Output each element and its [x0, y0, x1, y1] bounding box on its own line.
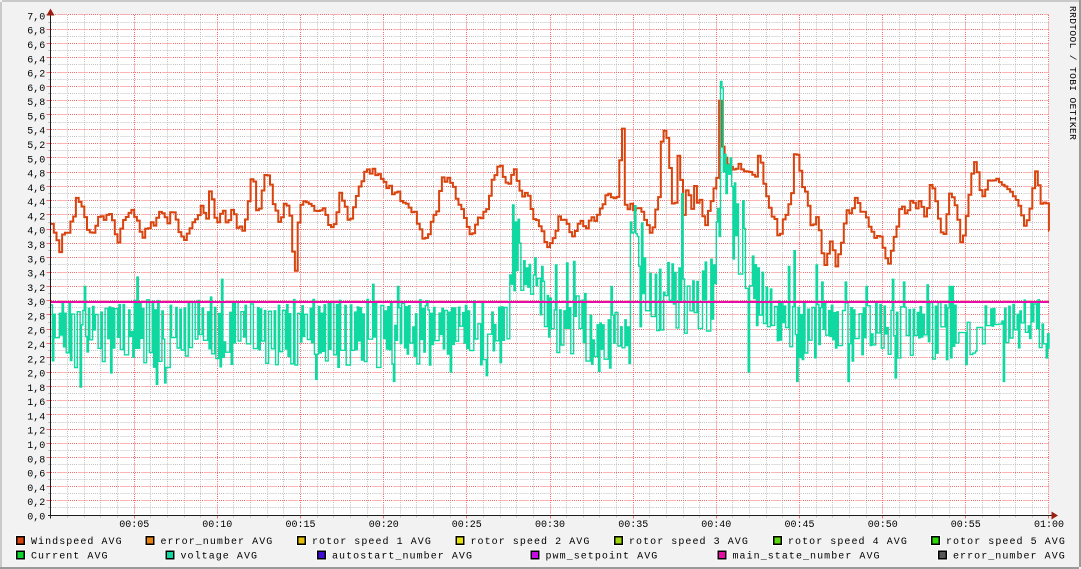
svg-text:0,8: 0,8	[27, 455, 45, 466]
svg-text:00:10: 00:10	[202, 520, 232, 531]
svg-text:2,0: 2,0	[27, 370, 45, 381]
svg-text:00:20: 00:20	[369, 520, 399, 531]
svg-text:5,0: 5,0	[27, 155, 45, 166]
svg-text:1,2: 1,2	[27, 427, 45, 438]
svg-text:rotor speed 3 AVG: rotor speed 3 AVG	[629, 536, 749, 548]
svg-text:pwm_setpoint AVG: pwm_setpoint AVG	[546, 550, 659, 562]
svg-text:4,0: 4,0	[27, 227, 45, 238]
svg-text:0,4: 0,4	[27, 484, 45, 495]
svg-text:01:00: 01:00	[1034, 520, 1064, 531]
svg-text:rotor speed 4 AVG: rotor speed 4 AVG	[788, 536, 908, 548]
svg-text:00:15: 00:15	[285, 520, 315, 531]
svg-text:2,4: 2,4	[27, 341, 45, 352]
svg-text:2,2: 2,2	[27, 355, 45, 366]
svg-text:5,8: 5,8	[27, 98, 45, 109]
svg-text:6,0: 6,0	[27, 84, 45, 95]
svg-text:4,8: 4,8	[27, 170, 45, 181]
svg-text:7,0: 7,0	[27, 12, 45, 23]
svg-text:3,0: 3,0	[27, 298, 45, 309]
svg-text:6,8: 6,8	[27, 27, 45, 38]
svg-text:00:25: 00:25	[452, 520, 482, 531]
svg-text:00:35: 00:35	[618, 520, 648, 531]
svg-text:4,6: 4,6	[27, 184, 45, 195]
svg-text:rotor speed 1 AVG: rotor speed 1 AVG	[312, 536, 432, 548]
svg-text:RRDTOOL / TOBI OETIKER: RRDTOOL / TOBI OETIKER	[1067, 6, 1078, 140]
svg-text:error_number AVG: error_number AVG	[953, 550, 1066, 562]
svg-text:1,0: 1,0	[27, 441, 45, 452]
svg-text:autostart_number AVG: autostart_number AVG	[332, 550, 473, 562]
svg-text:5,4: 5,4	[27, 127, 45, 138]
svg-text:5,2: 5,2	[27, 141, 45, 152]
svg-text:00:45: 00:45	[784, 520, 814, 531]
svg-text:1,6: 1,6	[27, 398, 45, 409]
svg-text:0,0: 0,0	[27, 512, 45, 523]
svg-text:1,4: 1,4	[27, 412, 45, 423]
svg-text:3,6: 3,6	[27, 255, 45, 266]
svg-text:1,8: 1,8	[27, 384, 45, 395]
svg-text:rotor speed 2 AVG: rotor speed 2 AVG	[471, 536, 591, 548]
svg-text:4,2: 4,2	[27, 212, 45, 223]
svg-text:main_state_number AVG: main_state_number AVG	[733, 550, 881, 562]
svg-text:3,8: 3,8	[27, 241, 45, 252]
svg-text:Windspeed AVG: Windspeed AVG	[31, 536, 123, 548]
svg-text:00:05: 00:05	[119, 520, 149, 531]
svg-text:voltage AVG: voltage AVG	[181, 550, 259, 562]
svg-text:6,2: 6,2	[27, 70, 45, 81]
svg-text:5,6: 5,6	[27, 112, 45, 123]
svg-text:2,6: 2,6	[27, 327, 45, 338]
svg-text:3,2: 3,2	[27, 284, 45, 295]
svg-text:rotor speed 5 AVG: rotor speed 5 AVG	[946, 536, 1066, 548]
svg-text:Current AVG: Current AVG	[31, 551, 109, 562]
svg-text:6,6: 6,6	[27, 41, 45, 52]
svg-text:00:50: 00:50	[868, 520, 898, 531]
svg-text:4,4: 4,4	[27, 198, 45, 209]
svg-text:6,4: 6,4	[27, 55, 45, 66]
svg-text:2,8: 2,8	[27, 312, 45, 323]
svg-text:error_number AVG: error_number AVG	[161, 536, 274, 548]
svg-text:0,6: 0,6	[27, 470, 45, 481]
svg-text:00:55: 00:55	[951, 520, 981, 531]
svg-text:00:40: 00:40	[701, 520, 731, 531]
svg-text:3,4: 3,4	[27, 270, 45, 281]
svg-text:0,2: 0,2	[27, 498, 45, 509]
svg-text:00:30: 00:30	[535, 520, 565, 531]
